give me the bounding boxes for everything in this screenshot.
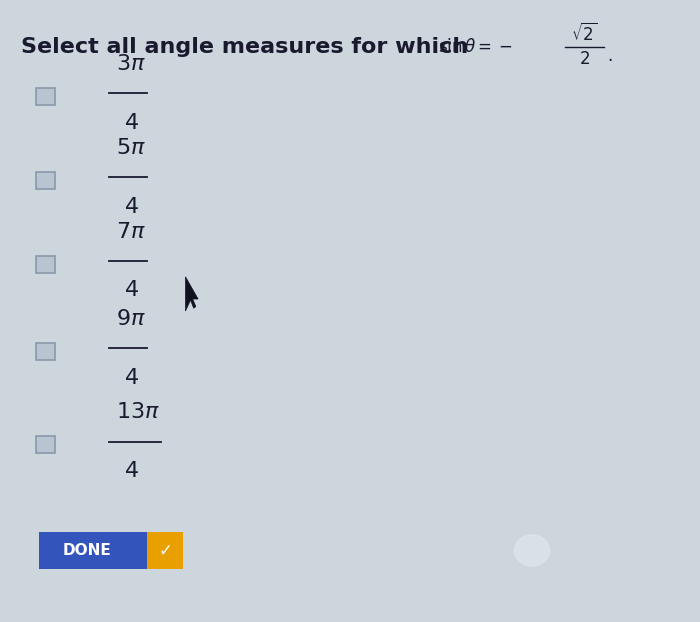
Text: $4$: $4$	[124, 279, 139, 302]
FancyBboxPatch shape	[38, 532, 147, 569]
Text: $\sqrt{2}$: $\sqrt{2}$	[571, 23, 598, 45]
Text: $2$: $2$	[579, 50, 590, 68]
Text: ✓: ✓	[158, 542, 172, 559]
FancyBboxPatch shape	[36, 436, 55, 453]
Text: Select all angle measures for which: Select all angle measures for which	[21, 37, 468, 57]
Text: $\sin\theta = -$: $\sin\theta = -$	[438, 38, 512, 55]
Text: .: .	[608, 47, 613, 65]
FancyBboxPatch shape	[36, 172, 55, 189]
Text: $5π$: $5π$	[116, 137, 146, 159]
FancyBboxPatch shape	[36, 256, 55, 273]
Text: $9π$: $9π$	[116, 308, 146, 330]
FancyBboxPatch shape	[147, 532, 183, 569]
Polygon shape	[186, 277, 198, 311]
Text: $4$: $4$	[124, 366, 139, 389]
Text: $7π$: $7π$	[116, 221, 146, 243]
Circle shape	[514, 535, 550, 566]
Text: DONE: DONE	[63, 543, 112, 558]
FancyBboxPatch shape	[36, 88, 55, 105]
Text: $4$: $4$	[124, 111, 139, 134]
Text: $3π$: $3π$	[116, 53, 146, 75]
FancyBboxPatch shape	[36, 343, 55, 360]
Text: $13π$: $13π$	[116, 401, 160, 424]
Text: $4$: $4$	[124, 460, 139, 482]
Text: $4$: $4$	[124, 195, 139, 218]
